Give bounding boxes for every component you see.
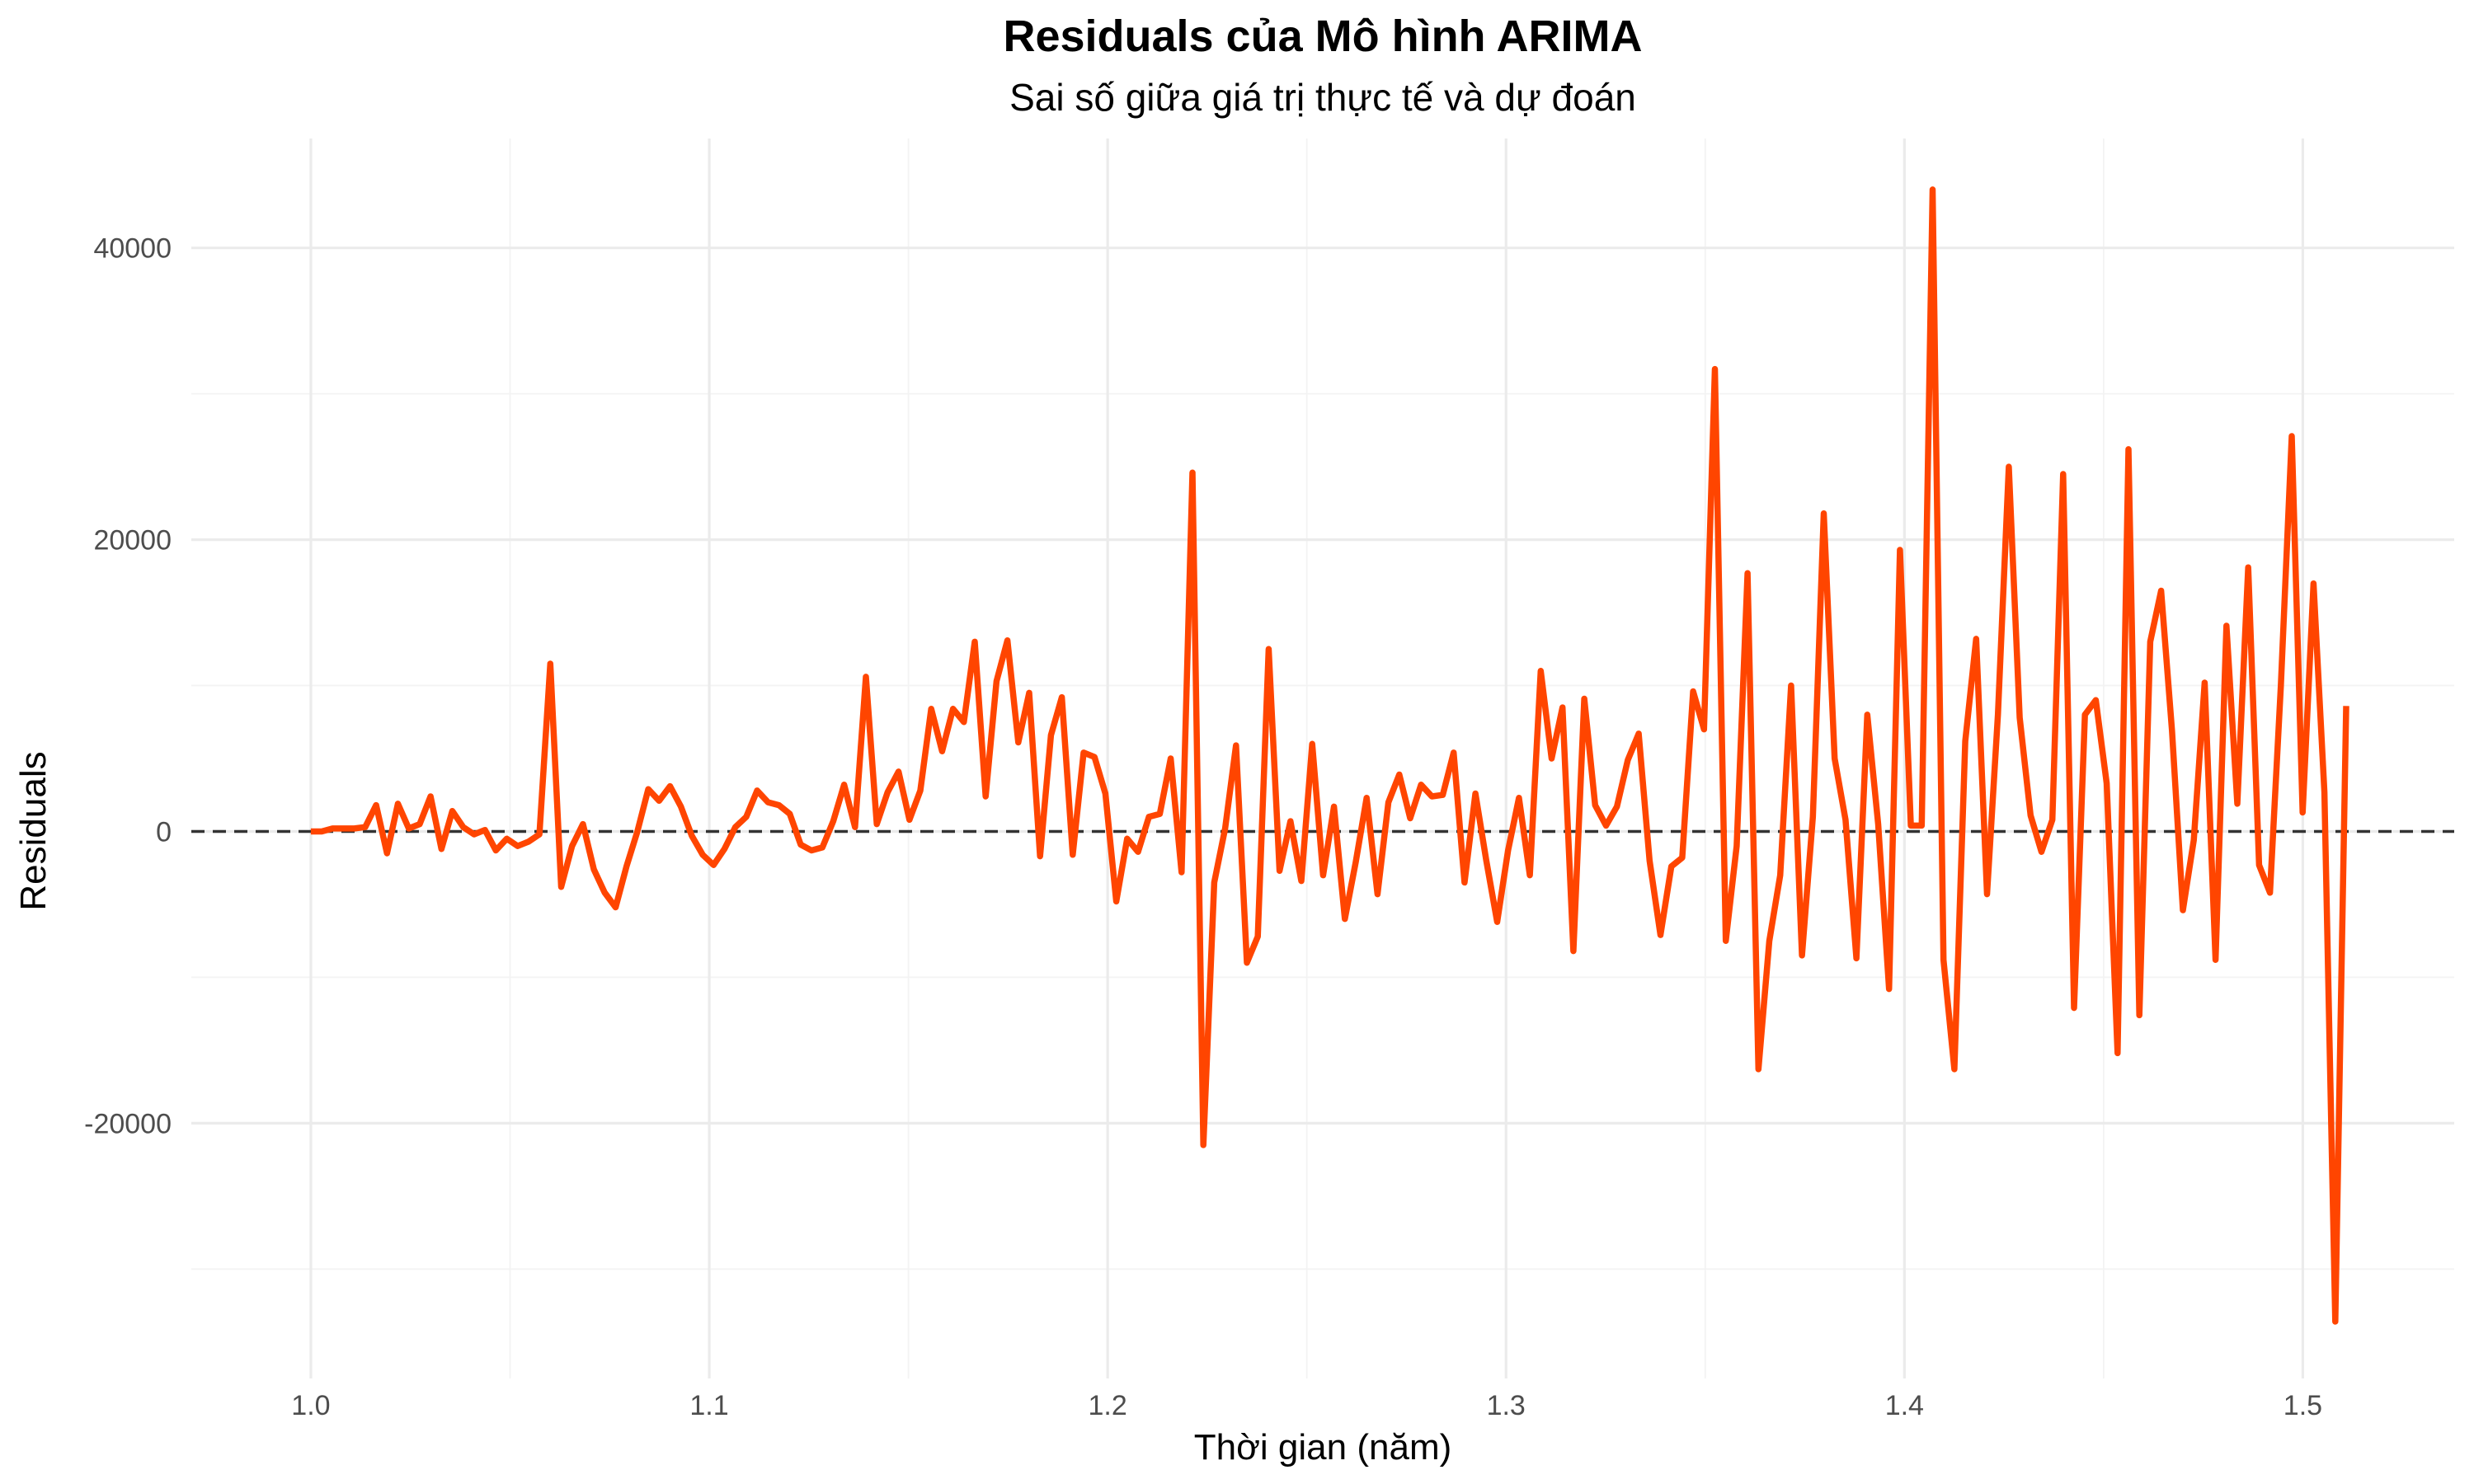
x-tick-label: 1.1 [689, 1390, 728, 1421]
y-tick-label: 0 [156, 816, 172, 848]
x-tick-label: 1.3 [1487, 1390, 1526, 1421]
x-tick-label: 1.5 [2284, 1390, 2322, 1421]
x-tick-label: 1.4 [1885, 1390, 1924, 1421]
y-axis-tick-labels: -20000 0 20000 40000 [84, 233, 172, 1140]
chart-subtitle: Sai số giữa giá trị thực tế và dự đoán [1009, 76, 1636, 119]
y-tick-label: 20000 [93, 525, 172, 556]
chart-title: Residuals của Mô hình ARIMA [1003, 12, 1642, 61]
residuals-series-line [310, 186, 2349, 1325]
x-tick-label: 1.2 [1088, 1390, 1126, 1421]
x-tick-label: 1.0 [291, 1390, 330, 1421]
x-axis-tick-labels: 1.0 1.1 1.2 1.3 1.4 1.5 [291, 1390, 2322, 1421]
y-tick-label: 40000 [93, 233, 172, 265]
x-axis-title: Thời gian (năm) [1194, 1427, 1452, 1468]
y-axis-title: Residuals [13, 751, 54, 910]
y-tick-label: -20000 [84, 1108, 172, 1139]
